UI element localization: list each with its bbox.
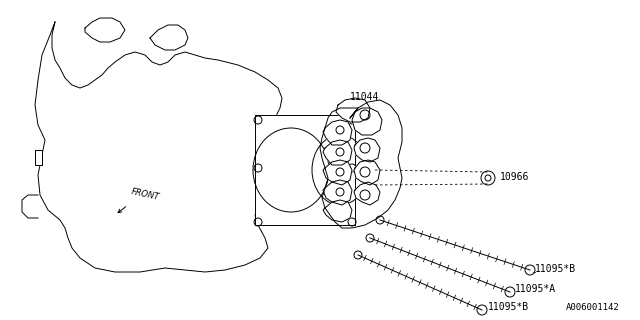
Polygon shape [336,98,370,122]
Text: 11095*B: 11095*B [535,264,576,274]
Text: 11095*B: 11095*B [488,302,529,312]
Polygon shape [323,120,352,145]
Polygon shape [85,18,125,42]
Text: A006001142: A006001142 [566,303,620,312]
Polygon shape [35,150,42,165]
Polygon shape [354,138,380,162]
Polygon shape [150,25,188,50]
Polygon shape [255,115,355,225]
Polygon shape [323,160,352,185]
Polygon shape [323,140,352,165]
Polygon shape [35,22,292,272]
Polygon shape [323,180,352,205]
Polygon shape [354,160,380,185]
Text: 11095*A: 11095*A [515,284,556,294]
Polygon shape [352,108,382,135]
Text: FRONT: FRONT [130,187,160,202]
Text: 11044: 11044 [350,92,380,102]
Text: 10966: 10966 [500,172,529,182]
Polygon shape [323,200,352,222]
Polygon shape [354,182,380,205]
